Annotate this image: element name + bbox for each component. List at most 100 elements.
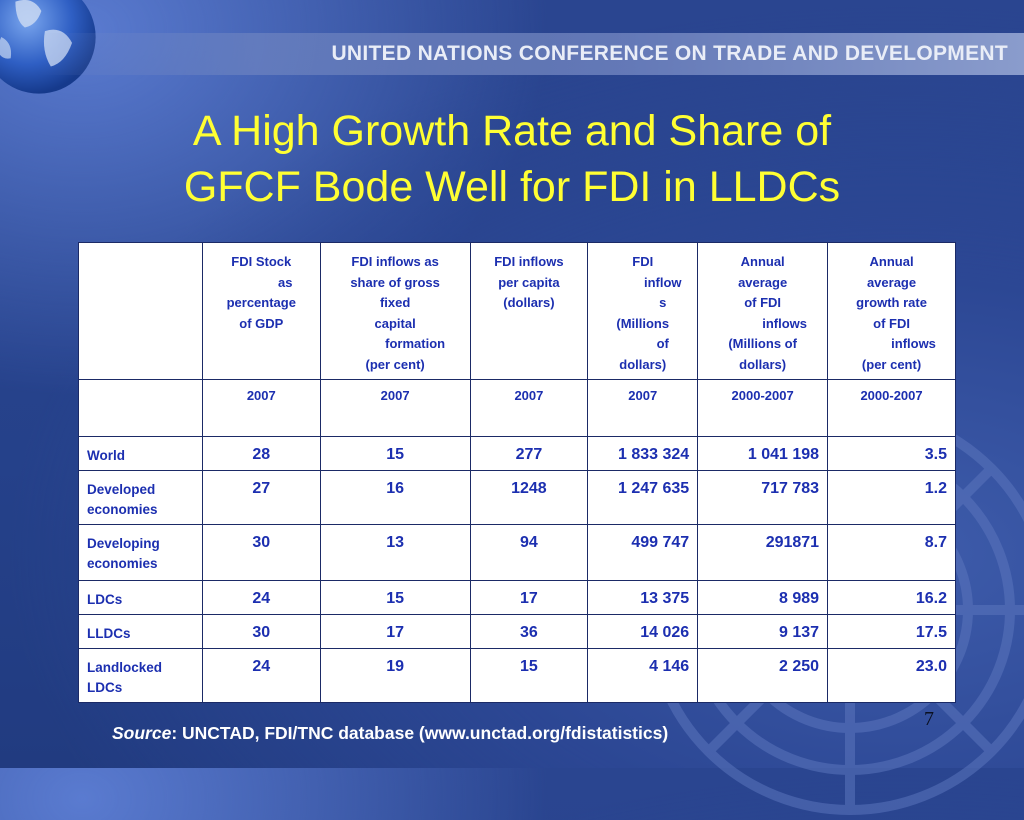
table-cell: 23.0 (827, 648, 956, 703)
header-line: inflows (891, 336, 936, 351)
table-cell: 30 (201, 614, 321, 649)
table-period-row: 2007 2007 2007 2007 2000-2007 2000-2007 (78, 379, 956, 437)
table-cell: 8.7 (827, 524, 956, 581)
table-cell: 27 (201, 470, 321, 525)
table-header-row: FDI Stock as percentage of GDP FDI inflo… (78, 242, 956, 380)
table-row: Developed economies 27 16 1248 1 247 635 717 … (78, 470, 956, 525)
table-cell: 2 250 (697, 648, 829, 703)
row-label: Landlocked LDCs (78, 648, 203, 703)
period-cell: 2007 (319, 379, 471, 437)
header-line: inflow (643, 274, 682, 290)
header-line: fixed (379, 295, 411, 310)
table-cell: 16.2 (827, 580, 956, 615)
table-row: World 28 15 277 1 833 324 1 041 198 3.5 (78, 436, 956, 471)
column-header: FDI Stock as percentage of GDP (201, 242, 321, 380)
header-line: FDI (632, 254, 654, 269)
header-line: of (656, 336, 669, 351)
table-cell: 1.2 (827, 470, 956, 525)
table-cell: 36 (469, 614, 589, 649)
table-cell: 17 (469, 580, 589, 615)
header-line: share of gross (350, 274, 440, 290)
header-line: of FDI (873, 315, 910, 331)
header-line: Annual (869, 254, 914, 269)
table-cell: 28 (201, 436, 321, 471)
row-label: LDCs (78, 580, 203, 615)
source-text: : UNCTAD, FDI/TNC database (www.unctad.o… (171, 723, 669, 743)
table-cell: 16 (319, 470, 471, 525)
column-header: FDI inflow s (Millions of dollars) (587, 242, 699, 380)
header-line: of GDP (239, 315, 284, 331)
table-cell: 717 783 (697, 470, 829, 525)
row-label: Developed economies (78, 470, 203, 525)
column-header: Annual average of FDI inflows (Millions … (697, 242, 829, 380)
table-row: LLDCs 30 17 36 14 026 9 137 17.5 (78, 614, 956, 649)
header-line: formation (385, 336, 446, 351)
table-cell: 14 026 (587, 614, 699, 649)
table-cell: 15 (469, 648, 589, 703)
table-cell: 24 (201, 648, 321, 703)
table-cell: 1248 (469, 470, 589, 525)
header-line: Annual (740, 254, 785, 269)
header-line: percentage (226, 295, 296, 310)
row-label: LLDCs (78, 614, 203, 649)
header-line: (Millions (616, 315, 670, 331)
table-cell: 4 146 (587, 648, 699, 703)
table-row: Landlocked LDCs 24 19 15 4 146 2 250 23.0 (78, 648, 956, 703)
period-cell: 2000-2007 (827, 379, 956, 437)
header-band: UNITED NATIONS CONFERENCE ON TRADE AND D… (40, 33, 1024, 75)
table-cell: 277 (469, 436, 589, 471)
header-line: FDI inflows (494, 254, 564, 269)
header-line: s (659, 295, 667, 310)
header-line: (dollars) (503, 295, 555, 310)
header-line: as (278, 274, 293, 290)
header-line: average (738, 274, 788, 290)
period-cell: 2007 (469, 379, 589, 437)
table-cell: 17.5 (827, 614, 956, 649)
table-cell: 30 (201, 524, 321, 581)
table-cell: 499 747 (587, 524, 699, 581)
slide-title: A High Growth Rate and Share of GFCF Bod… (0, 103, 1024, 215)
header-line: of FDI (744, 295, 782, 310)
header-line: dollars) (619, 356, 667, 372)
header-line: dollars) (739, 356, 787, 372)
table-cell: 24 (201, 580, 321, 615)
column-header: FDI inflows per capita (dollars) (469, 242, 589, 380)
header-line: capital (374, 315, 416, 331)
table-cell: 3.5 (827, 436, 956, 471)
header-line: (Millions of (728, 336, 797, 351)
table-cell: 19 (319, 648, 471, 703)
header-line: growth rate (856, 295, 927, 310)
table-cell: 1 041 198 (697, 436, 829, 471)
page-number: 7 (924, 708, 934, 730)
table-cell: 15 (319, 580, 471, 615)
table-cell: 94 (469, 524, 589, 581)
fdi-table: FDI Stock as percentage of GDP FDI inflo… (78, 242, 956, 703)
period-cell: 2007 (201, 379, 321, 437)
column-header: FDI inflows as share of gross fixed capi… (319, 242, 471, 380)
table-cell: 13 (319, 524, 471, 581)
table-row: Developing economies 30 13 94 499 747 291871 8… (78, 524, 956, 581)
header-line: (per cent) (365, 356, 425, 372)
period-cell: 2007 (587, 379, 699, 437)
corner-cell (78, 242, 203, 380)
table-cell: 291871 (697, 524, 829, 581)
table-cell: 15 (319, 436, 471, 471)
table-cell: 1 247 635 (587, 470, 699, 525)
row-label: World (78, 436, 203, 471)
table-cell: 8 989 (697, 580, 829, 615)
column-header: Annual average growth rate of FDI inflow… (827, 242, 956, 380)
source-label: Source (112, 723, 172, 743)
header-line: inflows (762, 315, 808, 331)
table-cell: 17 (319, 614, 471, 649)
corner-cell (78, 379, 203, 437)
header-line: per capita (498, 274, 560, 290)
table-body: World 28 15 277 1 833 324 1 041 198 3.5 Develop… (78, 436, 956, 703)
row-label: Developing economies (78, 524, 203, 581)
header-line: FDI Stock (231, 254, 292, 269)
period-cell: 2000-2007 (697, 379, 829, 437)
header-line: (per cent) (861, 356, 922, 372)
table-cell: 13 375 (587, 580, 699, 615)
source-note: Source: UNCTAD, FDI/TNC database (www.un… (112, 723, 668, 744)
table-cell: 9 137 (697, 614, 829, 649)
title-line-2: GFCF Bode Well for FDI in LLDCs (183, 163, 841, 211)
